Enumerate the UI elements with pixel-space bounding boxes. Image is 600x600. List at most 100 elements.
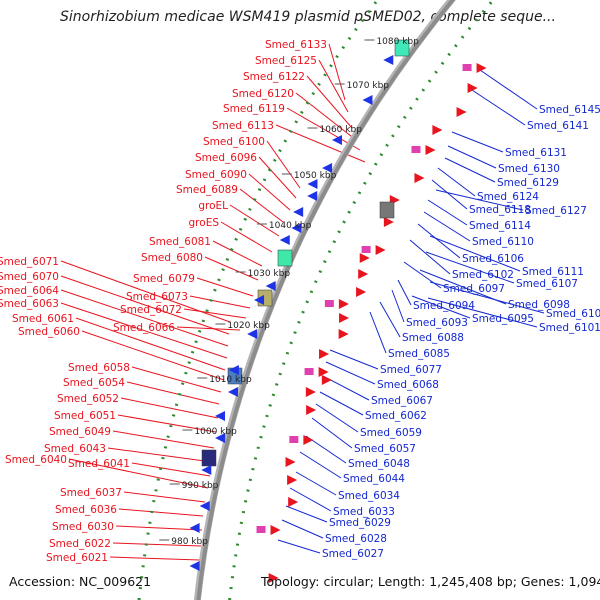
reverse-gene-label-leader — [435, 189, 524, 211]
forward-gene-label-leader — [295, 92, 357, 141]
reverse-gene-label: Smed_6130 — [498, 163, 560, 175]
forward-feature-arrow — [476, 63, 487, 73]
reverse-gene-label-leader — [437, 167, 476, 197]
reverse-feature-arrow — [383, 55, 394, 65]
dotted-track-1 — [228, 0, 495, 600]
forward-gene-label: Smed_6040 — [5, 454, 67, 466]
reverse-gene-label-leader — [431, 179, 468, 210]
forward-gene-label: Smed_6052 — [57, 393, 119, 405]
reverse-gene-label-leader — [319, 391, 364, 416]
reverse-gene-label-leader — [311, 417, 353, 449]
reverse-gene-label: Smed_6048 — [348, 458, 410, 470]
forward-feature-arrow — [456, 107, 467, 117]
reverse-gene-label: Smed_6098 — [508, 299, 570, 311]
forward-gene-label-leader — [220, 221, 273, 253]
forward-gene-label: Smed_6071 — [0, 256, 59, 268]
forward-feature-arrow — [268, 573, 279, 583]
reverse-gene-label-leader — [429, 235, 521, 272]
forward-gene-label-leader — [189, 295, 251, 309]
forward-feature-arrow — [321, 375, 332, 385]
reverse-gene-label-leader — [277, 539, 321, 554]
forward-gene-label-leader — [266, 140, 301, 189]
reverse-gene-label-leader — [409, 239, 451, 275]
forward-gene-label: Smed_6066 — [113, 322, 175, 334]
reverse-gene-label: Smed_6105 — [546, 308, 600, 320]
reverse-feature-arrow — [215, 433, 226, 443]
feature-block — [324, 300, 334, 307]
forward-feature-arrow — [338, 299, 349, 309]
reverse-gene-label: Smed_6095 — [472, 313, 534, 325]
reverse-gene-label: Smed_6085 — [388, 348, 450, 360]
forward-gene-label: Smed_6096 — [195, 152, 257, 164]
reverse-gene-label-leader — [289, 487, 332, 512]
reverse-gene-label: Smed_6027 — [322, 548, 384, 560]
forward-gene-label: groEL — [198, 200, 228, 212]
forward-feature-arrow — [319, 349, 330, 359]
forward-gene-label-leader — [75, 317, 226, 371]
reverse-gene-label-leader — [427, 297, 538, 328]
reverse-gene-label-leader — [299, 451, 342, 479]
forward-feature-arrow — [375, 245, 386, 255]
reverse-gene-label: Smed_6094 — [413, 300, 475, 312]
reverse-gene-label-leader — [429, 281, 545, 314]
forward-feature-arrow — [359, 253, 370, 263]
reverse-gene-label-leader — [423, 211, 471, 242]
forward-gene-label: Smed_6060 — [18, 326, 80, 338]
forward-gene-label: Smed_6058 — [68, 362, 130, 374]
forward-gene-label: Smed_6064 — [0, 285, 59, 297]
reverse-feature-arrow — [362, 95, 373, 105]
reverse-gene-label-leader — [315, 403, 359, 433]
forward-feature-arrow — [358, 269, 369, 279]
reverse-gene-label: Smed_6145 — [539, 104, 600, 116]
forward-gene-label-leader — [258, 156, 297, 199]
forward-gene-label-leader — [115, 525, 203, 531]
reverse-gene-label: Smed_6088 — [402, 332, 464, 344]
forward-gene-label-leader — [131, 462, 211, 477]
forward-gene-label-leader — [60, 302, 228, 359]
feature-block-large — [379, 201, 395, 219]
forward-gene-label: Smed_6080 — [141, 252, 203, 264]
feature-block — [304, 368, 314, 375]
reverse-gene-label: Smed_6110 — [472, 236, 534, 248]
reverse-feature-arrow — [291, 223, 302, 233]
reverse-gene-label: Smed_6131 — [505, 147, 567, 159]
forward-gene-label-leader — [60, 289, 229, 347]
forward-feature-arrow — [318, 367, 329, 377]
forward-gene-label-leader — [120, 397, 219, 419]
reverse-gene-label-leader — [417, 223, 461, 259]
accession-text: Accession: NC_009621 — [9, 574, 152, 589]
reverse-gene-label-leader — [281, 519, 324, 539]
dotted-track-0 — [137, 0, 379, 600]
reverse-gene-label: Smed_6102 — [452, 269, 514, 281]
topology-text: Topology: circular; Length: 1,245,408 bp… — [261, 574, 600, 589]
forward-gene-label-leader — [126, 381, 220, 405]
forward-gene-label: Smed_6021 — [46, 552, 108, 564]
reverse-gene-label: Smed_6059 — [360, 427, 422, 439]
reverse-feature-arrow — [214, 411, 225, 421]
forward-gene-label-leader — [109, 556, 201, 561]
forward-gene-label: Smed_6133 — [265, 39, 327, 51]
reverse-gene-label: Smed_6044 — [343, 473, 405, 485]
forward-gene-label-leader — [328, 43, 346, 101]
forward-gene-label: Smed_6073 — [126, 291, 188, 303]
forward-gene-label: Smed_6030 — [52, 521, 114, 533]
reverse-gene-label: Smed_6124 — [477, 191, 539, 203]
reverse-feature-arrow — [201, 465, 212, 475]
forward-feature-arrow — [285, 457, 296, 467]
reverse-feature-arrow — [279, 235, 290, 245]
reverse-gene-label: Smed_6101 — [539, 322, 600, 334]
forward-feature-arrow — [287, 475, 298, 485]
forward-gene-label: Smed_6041 — [68, 458, 130, 470]
forward-feature-arrow — [338, 329, 349, 339]
forward-feature-arrow — [288, 497, 299, 507]
reverse-gene-label-leader — [451, 131, 504, 153]
forward-gene-label: Smed_6079 — [133, 273, 195, 285]
forward-gene-label-leader — [123, 491, 206, 503]
tick-label: 990 kbp — [182, 481, 219, 491]
forward-feature-arrow — [270, 525, 281, 535]
tick-label: 1030 kbp — [248, 269, 291, 279]
reverse-gene-label-leader — [295, 471, 337, 496]
forward-gene-label-leader — [81, 330, 225, 381]
forward-gene-label: Smed_6072 — [120, 304, 182, 316]
